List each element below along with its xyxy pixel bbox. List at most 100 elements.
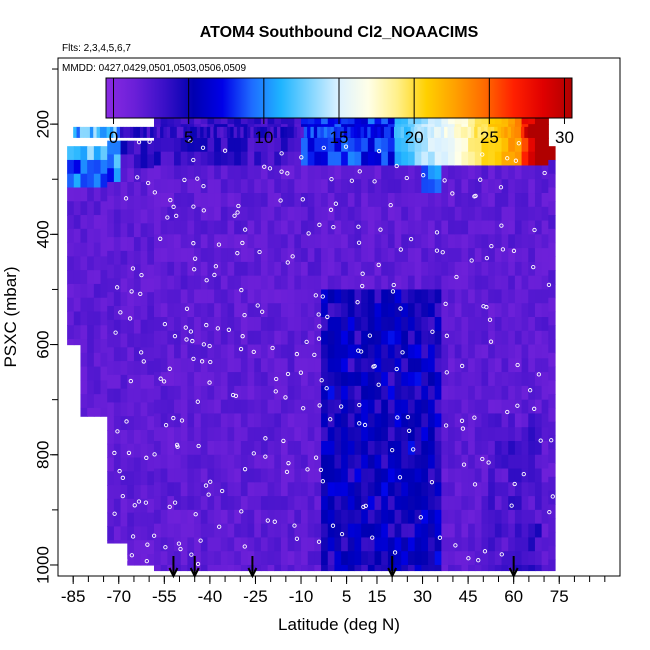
heatmap-cell: [127, 388, 135, 404]
heatmap-cell: [401, 248, 409, 263]
heatmap-cell: [514, 509, 523, 525]
heatmap-cell: [234, 220, 242, 235]
heatmap-cell-upper: [507, 126, 512, 138]
heatmap-cell-upper: [527, 126, 532, 138]
heatmap-cell: [534, 399, 543, 415]
heatmap-cell: [381, 137, 389, 153]
heatmap-cell: [160, 275, 168, 291]
heatmap-cell: [474, 372, 483, 387]
heatmap-cell: [541, 137, 549, 153]
heatmap-cell: [260, 496, 269, 511]
heatmap-cell: [227, 413, 235, 428]
sample-point: [339, 531, 345, 537]
heatmap-cell: [448, 385, 456, 401]
heatmap-cell: [314, 468, 322, 483]
sample-point: [356, 224, 361, 229]
heatmap-cell: [307, 468, 315, 483]
heatmap-cell: [514, 193, 523, 208]
heatmap-cell: [287, 399, 295, 415]
heatmap-cell: [441, 275, 449, 291]
heatmap-cell: [187, 482, 195, 497]
x-tick-label: 15: [368, 587, 387, 606]
heatmap-cell-upper: [414, 126, 418, 138]
heatmap-cell: [180, 399, 189, 415]
heatmap-cell: [80, 339, 88, 354]
heatmap-cell: [274, 413, 282, 428]
heatmap-cell: [87, 325, 95, 340]
heatmap-cell: [407, 289, 416, 304]
heatmap-cell: [73, 297, 82, 313]
heatmap-cell: [441, 220, 449, 235]
sample-point: [120, 493, 125, 499]
heatmap-cell: [220, 385, 229, 401]
heatmap-cell: [107, 416, 115, 431]
heatmap-cell: [153, 248, 162, 263]
heatmap-cell: [501, 509, 509, 525]
heatmap-cell: [294, 399, 302, 415]
heatmap-cell: [267, 440, 275, 456]
heatmap-cell: [133, 140, 142, 156]
heatmap-cell: [327, 385, 336, 401]
heatmap-cell: [347, 537, 356, 552]
heatmap-cell: [354, 261, 362, 277]
heatmap-cell: [254, 358, 262, 373]
heatmap-cell: [73, 325, 82, 340]
heatmap-cell: [488, 399, 496, 415]
sample-point: [212, 272, 217, 278]
heatmap-cell: [448, 261, 456, 277]
heatmap-cell: [394, 564, 402, 572]
heatmap-cell: [521, 399, 529, 415]
heatmap-cell: [307, 509, 315, 525]
heatmap-cell: [441, 372, 449, 387]
heatmap-cell: [387, 206, 396, 222]
heatmap-cell: [227, 385, 235, 401]
heatmap-cell: [461, 482, 469, 497]
heatmap-cell: [327, 427, 336, 442]
heatmap-cell: [354, 303, 362, 318]
heatmap-cell: [528, 564, 536, 572]
heatmap-cell: [434, 275, 442, 291]
heatmap-cell: [514, 413, 523, 428]
heatmap-cell: [107, 140, 115, 156]
heatmap-cell: [401, 193, 409, 208]
heatmap-cell: [113, 374, 122, 390]
heatmap-cell: [468, 564, 476, 572]
sample-point: [298, 370, 304, 375]
heatmap-cell: [521, 165, 529, 180]
heatmap-cell: [347, 358, 356, 373]
heatmap-cell: [294, 468, 302, 483]
heatmap-cell: [214, 385, 222, 401]
heatmap-cell: [381, 303, 389, 318]
sample-point: [174, 442, 180, 448]
heatmap-cell: [247, 454, 255, 470]
sample-point: [172, 334, 178, 339]
heatmap-cell-upper: [437, 126, 442, 138]
heatmap-cell: [468, 344, 476, 359]
heatmap-cell: [307, 317, 315, 332]
heatmap-cell: [207, 358, 215, 373]
sample-point: [162, 322, 168, 327]
heatmap-cell: [174, 330, 182, 346]
sample-point: [360, 283, 365, 289]
heatmap-cell: [127, 181, 135, 197]
heatmap-cell: [167, 289, 175, 304]
heatmap-cell: [361, 427, 369, 442]
heatmap-cell: [200, 303, 209, 318]
heatmap-cell-upper: [330, 126, 335, 138]
heatmap-cell: [194, 165, 202, 180]
heatmap-cell: [508, 385, 516, 401]
heatmap-cell: [180, 317, 189, 332]
heatmap-cell: [401, 330, 409, 346]
sample-point: [207, 380, 212, 385]
heatmap-cell-upper: [333, 126, 338, 138]
heatmap-cell: [153, 344, 162, 359]
sample-point: [145, 542, 150, 547]
heatmap-cell: [488, 440, 496, 456]
sample-point: [443, 301, 448, 307]
heatmap-cell-upper: [129, 126, 134, 138]
heatmap-cell: [200, 372, 209, 387]
heatmap-cell: [267, 137, 275, 153]
sample-point: [242, 227, 248, 232]
heatmap-cell: [260, 289, 269, 304]
heatmap-cell: [421, 220, 429, 235]
